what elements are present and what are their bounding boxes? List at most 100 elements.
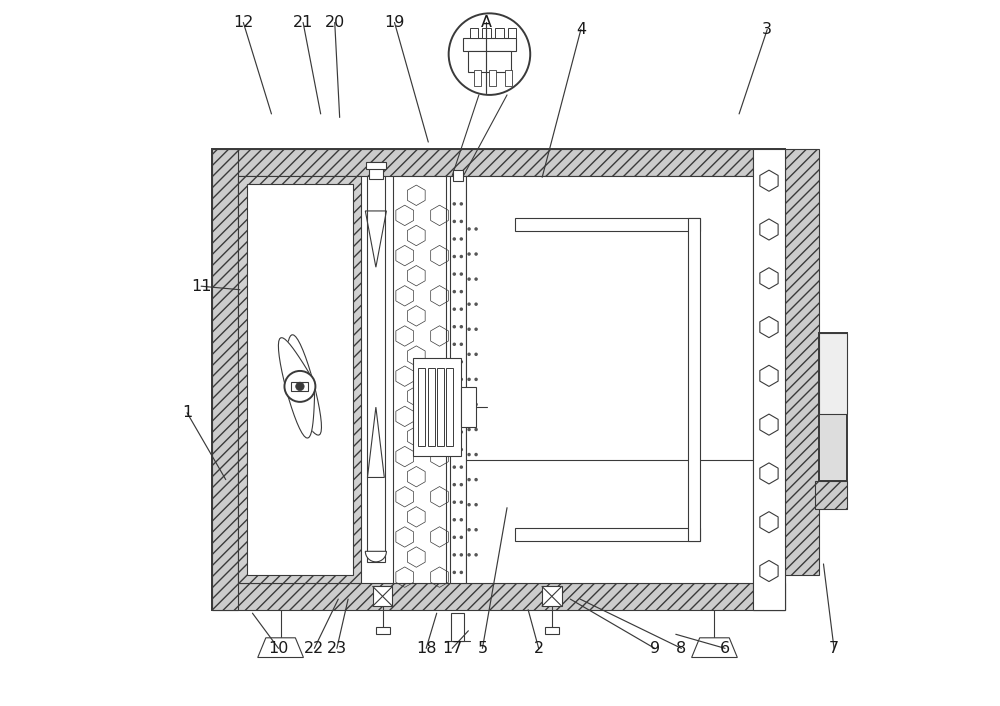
Circle shape xyxy=(453,501,456,504)
Bar xyxy=(753,149,785,610)
Circle shape xyxy=(453,465,456,469)
Circle shape xyxy=(460,273,463,276)
Bar xyxy=(450,176,466,583)
Bar xyxy=(468,51,511,72)
Bar xyxy=(247,184,353,575)
Circle shape xyxy=(296,382,304,390)
Bar xyxy=(393,176,446,583)
Circle shape xyxy=(453,430,456,433)
Circle shape xyxy=(453,255,456,258)
Circle shape xyxy=(460,202,463,205)
Text: 12: 12 xyxy=(233,15,254,30)
Circle shape xyxy=(453,536,456,539)
Polygon shape xyxy=(285,335,321,435)
Bar xyxy=(482,28,491,38)
Circle shape xyxy=(453,342,456,346)
Circle shape xyxy=(474,227,478,231)
Circle shape xyxy=(467,302,471,306)
Circle shape xyxy=(453,570,456,574)
Bar xyxy=(819,333,847,414)
Circle shape xyxy=(453,237,456,241)
Circle shape xyxy=(453,518,456,522)
Bar xyxy=(495,28,504,38)
Text: 20: 20 xyxy=(325,15,345,30)
Bar xyxy=(542,587,562,606)
Circle shape xyxy=(453,290,456,294)
Bar xyxy=(446,369,453,445)
Circle shape xyxy=(453,483,456,486)
Circle shape xyxy=(453,413,456,417)
Bar xyxy=(212,149,238,610)
Circle shape xyxy=(474,503,478,506)
Circle shape xyxy=(460,483,463,486)
Bar xyxy=(437,369,444,445)
Circle shape xyxy=(460,378,463,381)
Bar xyxy=(505,71,512,85)
Circle shape xyxy=(460,290,463,294)
Circle shape xyxy=(460,325,463,328)
Circle shape xyxy=(453,325,456,328)
Text: 1: 1 xyxy=(182,405,192,420)
Bar xyxy=(545,627,559,634)
Circle shape xyxy=(467,252,471,256)
Circle shape xyxy=(460,430,463,433)
Circle shape xyxy=(460,255,463,258)
Text: 3: 3 xyxy=(762,22,772,37)
Circle shape xyxy=(460,237,463,241)
Bar xyxy=(212,583,785,610)
Circle shape xyxy=(460,465,463,469)
Bar xyxy=(753,149,785,610)
Circle shape xyxy=(453,360,456,364)
Bar xyxy=(373,587,392,606)
Bar xyxy=(238,176,361,583)
Circle shape xyxy=(460,536,463,539)
Circle shape xyxy=(453,273,456,276)
Circle shape xyxy=(467,227,471,231)
Bar xyxy=(815,481,847,509)
Circle shape xyxy=(474,277,478,281)
Text: 21: 21 xyxy=(293,15,313,30)
Bar xyxy=(428,369,435,445)
Circle shape xyxy=(460,501,463,504)
Circle shape xyxy=(467,503,471,506)
Polygon shape xyxy=(692,638,737,657)
Circle shape xyxy=(474,553,478,556)
Circle shape xyxy=(460,395,463,399)
Bar xyxy=(376,627,390,634)
Bar xyxy=(212,149,785,176)
Bar xyxy=(367,176,385,562)
Bar xyxy=(515,528,700,541)
Circle shape xyxy=(467,528,471,532)
Bar xyxy=(515,218,700,231)
Bar xyxy=(291,382,308,390)
Bar xyxy=(451,614,464,641)
Text: A: A xyxy=(480,15,491,30)
Circle shape xyxy=(467,328,471,331)
Circle shape xyxy=(467,277,471,281)
Text: 10: 10 xyxy=(268,641,289,656)
Circle shape xyxy=(467,402,471,406)
Circle shape xyxy=(453,378,456,381)
Polygon shape xyxy=(278,337,315,438)
Text: 2: 2 xyxy=(534,641,544,656)
Circle shape xyxy=(453,202,456,205)
Circle shape xyxy=(474,252,478,256)
Bar xyxy=(470,28,478,38)
Circle shape xyxy=(474,302,478,306)
Circle shape xyxy=(453,448,456,451)
Text: 9: 9 xyxy=(650,641,660,656)
Circle shape xyxy=(474,478,478,481)
Text: 18: 18 xyxy=(416,641,436,656)
Circle shape xyxy=(460,570,463,574)
Circle shape xyxy=(460,220,463,223)
Circle shape xyxy=(284,371,315,402)
Circle shape xyxy=(453,553,456,556)
Circle shape xyxy=(474,453,478,456)
Bar xyxy=(453,170,463,181)
Wedge shape xyxy=(365,551,386,562)
Text: 5: 5 xyxy=(477,641,487,656)
Bar xyxy=(212,149,785,610)
Text: 23: 23 xyxy=(327,641,347,656)
Bar xyxy=(461,388,476,427)
Text: 19: 19 xyxy=(384,15,405,30)
